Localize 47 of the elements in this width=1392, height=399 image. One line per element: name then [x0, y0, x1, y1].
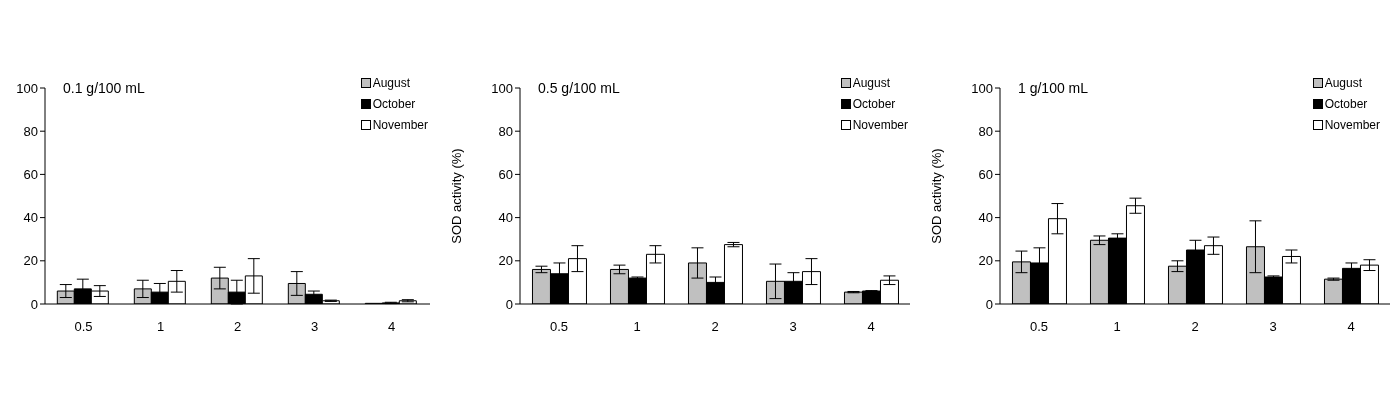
- y-tick-label: 0: [30, 296, 38, 312]
- y-tick-label: 100: [491, 80, 513, 96]
- y-tick-label: 80: [23, 123, 38, 139]
- y-tick-label: 60: [23, 167, 38, 183]
- y-tick-label: 40: [498, 210, 513, 226]
- x-tick-label: 0.5: [74, 319, 93, 335]
- y-tick-label: 40: [23, 210, 38, 226]
- y-axis-title: SOD activity (%): [448, 148, 464, 244]
- y-tick-label: 100: [971, 80, 993, 96]
- y-tick-label: 60: [498, 167, 513, 183]
- legend-label: August: [372, 75, 410, 90]
- annotation: 1 g/100 mL: [1018, 80, 1089, 96]
- x-tick-label: 1: [633, 319, 641, 335]
- annotation: 0.1 g/100 mL: [63, 80, 145, 96]
- legend-label: October: [372, 96, 416, 111]
- x-tick-label: 2: [1191, 319, 1199, 335]
- legend-label: August: [852, 75, 890, 90]
- y-axis-title: SOD activity (%): [928, 148, 944, 244]
- y-tick-label: 0: [985, 296, 993, 312]
- x-tick-label: 0.5: [549, 319, 569, 335]
- x-tick-label: 4: [1347, 319, 1355, 335]
- legend-label: November: [1324, 117, 1380, 132]
- legend-label: November: [852, 117, 908, 132]
- x-tick-label: 3: [1269, 319, 1277, 335]
- x-tick-label: 2: [233, 319, 242, 335]
- x-tick-label: 0.5: [1029, 319, 1049, 335]
- x-tick-label: 4: [867, 319, 875, 335]
- y-tick-label: 100: [16, 80, 38, 96]
- y-tick-label: 0: [505, 296, 513, 312]
- y-tick-label: 20: [978, 253, 993, 269]
- x-tick-label: 1: [1113, 319, 1121, 335]
- legend-label: August: [1324, 75, 1362, 90]
- y-tick-label: 20: [498, 253, 513, 269]
- x-tick-label: 3: [310, 319, 319, 335]
- legend-label: November: [372, 117, 428, 132]
- y-tick-label: 60: [978, 167, 993, 183]
- y-tick-label: 20: [23, 253, 38, 269]
- y-tick-label: 40: [978, 210, 993, 226]
- x-tick-label: 1: [156, 319, 165, 335]
- legend-label: October: [852, 96, 896, 111]
- x-tick-label: 2: [711, 319, 719, 335]
- y-tick-label: 80: [978, 123, 993, 139]
- x-tick-label: 4: [387, 319, 396, 335]
- y-tick-label: 80: [498, 123, 513, 139]
- x-tick-label: 3: [789, 319, 797, 335]
- legend-label: October: [1324, 96, 1368, 111]
- annotation: 0.5 g/100 mL: [538, 80, 620, 96]
